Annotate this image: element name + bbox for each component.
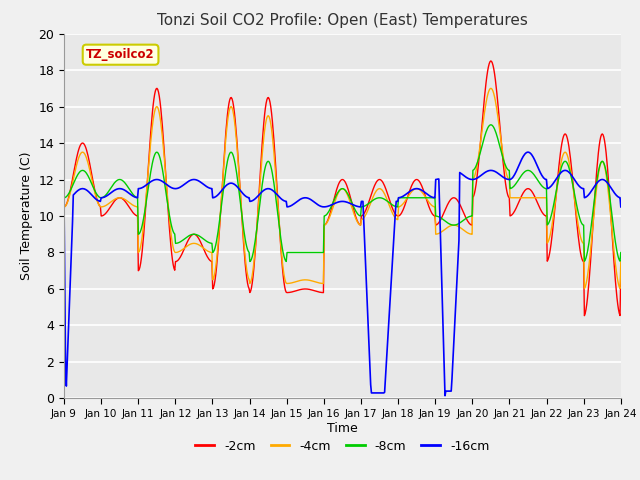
-16cm	[617, 204, 625, 210]
-4cm	[184, 243, 192, 249]
-2cm	[487, 58, 495, 64]
-2cm	[184, 238, 192, 244]
-8cm	[411, 195, 419, 201]
-8cm	[246, 259, 253, 264]
-4cm	[426, 201, 434, 207]
-4cm	[70, 173, 78, 179]
-2cm	[617, 268, 625, 274]
-16cm	[60, 199, 68, 204]
-2cm	[410, 179, 418, 184]
-8cm	[127, 190, 135, 195]
-8cm	[70, 180, 78, 185]
-2cm	[70, 168, 78, 174]
Line: -8cm: -8cm	[64, 125, 621, 262]
-2cm	[214, 255, 221, 261]
-4cm	[487, 85, 495, 91]
-8cm	[214, 234, 221, 240]
-16cm	[441, 393, 449, 398]
-4cm	[60, 204, 68, 210]
-16cm	[127, 192, 135, 198]
-4cm	[410, 187, 418, 192]
-2cm	[127, 208, 135, 214]
-16cm	[214, 192, 221, 198]
-16cm	[184, 179, 192, 185]
Legend: -2cm, -4cm, -8cm, -16cm: -2cm, -4cm, -8cm, -16cm	[191, 435, 494, 458]
-4cm	[580, 286, 588, 291]
Text: TZ_soilco2: TZ_soilco2	[86, 48, 155, 61]
-16cm	[70, 192, 78, 197]
-2cm	[580, 313, 588, 319]
X-axis label: Time: Time	[327, 421, 358, 434]
-8cm	[60, 195, 68, 201]
Title: Tonzi Soil CO2 Profile: Open (East) Temperatures: Tonzi Soil CO2 Profile: Open (East) Temp…	[157, 13, 528, 28]
Line: -2cm: -2cm	[64, 61, 621, 316]
-4cm	[127, 201, 135, 207]
Line: -4cm: -4cm	[64, 88, 621, 288]
-2cm	[60, 204, 68, 210]
-8cm	[184, 234, 192, 240]
-8cm	[428, 195, 435, 201]
-8cm	[487, 122, 495, 128]
-2cm	[426, 207, 434, 213]
-4cm	[214, 249, 221, 255]
-16cm	[524, 149, 532, 155]
Line: -16cm: -16cm	[64, 152, 621, 396]
-16cm	[410, 186, 418, 192]
-16cm	[426, 193, 434, 199]
Y-axis label: Soil Temperature (C): Soil Temperature (C)	[20, 152, 33, 280]
-4cm	[617, 259, 625, 264]
-8cm	[617, 250, 625, 255]
